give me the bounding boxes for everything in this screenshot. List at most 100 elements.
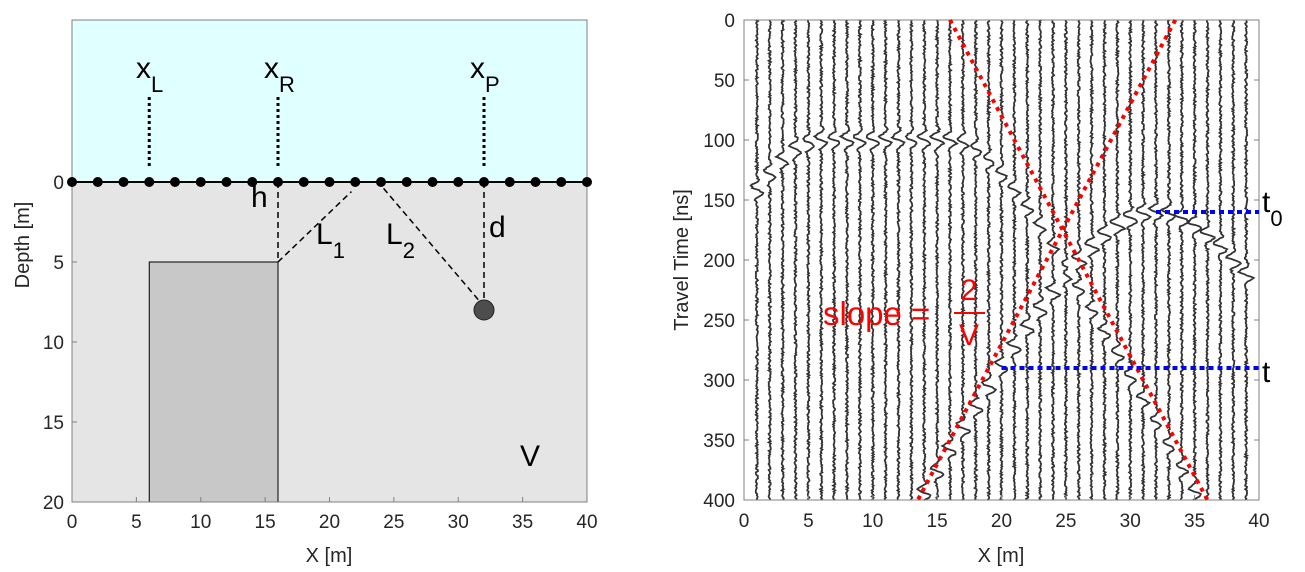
L1-dashed-line [277, 191, 352, 263]
x-tick-label: 5 [131, 512, 142, 533]
red-asymptote-line [948, 19, 1210, 501]
radargram-panel: 0 5 10 15 20 25 30 35 40050100150200250300350400… [671, 11, 1283, 567]
x-tick-label: 20 [319, 512, 340, 533]
x-tick-label: 40 [1248, 511, 1269, 532]
slope-numerator: 2 [961, 274, 978, 307]
antenna-dot [273, 177, 283, 187]
left-axis-ticks: 0 5 10 15 20 25 30 35 40 0 5 10 15 20 [43, 173, 598, 533]
antenna-dot [453, 177, 464, 187]
overlay-lines [916, 19, 1259, 501]
left-axes-box [71, 19, 588, 503]
right-y-axis-label: Travel Time [ns] [671, 189, 693, 331]
label-L1: L1 [316, 218, 345, 263]
wiggle-trace [1031, 19, 1048, 501]
wiggle-trace [1236, 19, 1256, 501]
wiggle-trace [968, 19, 984, 501]
y-tick-label: 15 [43, 413, 64, 434]
wiggle-trace [928, 19, 946, 501]
y-tick-label: 0 [724, 11, 735, 32]
y-tick-label: 50 [714, 71, 735, 92]
label-V: V [520, 440, 540, 473]
wiggle-trace [1060, 19, 1074, 501]
x-tick-label: 35 [1184, 511, 1205, 532]
antenna-dot [324, 177, 335, 187]
wiggle-trace [1083, 19, 1100, 501]
right-x-axis-label: X [m] [978, 545, 1025, 567]
x-tick-label: 15 [927, 511, 948, 532]
wiggle-trace [1160, 19, 1176, 501]
antenna-dot [427, 177, 438, 187]
y-tick-label: 200 [703, 251, 735, 272]
wiggle-trace [993, 19, 1009, 501]
wiggle-trace [1005, 19, 1023, 501]
label-L2: L2 [386, 218, 415, 263]
label-xL: xL [136, 52, 163, 97]
antenna-markers [67, 177, 592, 187]
wiggle-trace [1043, 19, 1062, 501]
wiggle-trace [865, 19, 880, 501]
label-h: h [251, 181, 268, 214]
antenna-dot [401, 177, 412, 187]
antenna-dot [195, 177, 206, 187]
antenna-dot [118, 177, 129, 187]
x-tick-label: 0 [67, 512, 78, 533]
y-tick-label: 400 [703, 491, 735, 512]
y-tick-label: 0 [53, 173, 64, 194]
wiggle-trace [1147, 19, 1165, 501]
wiggle-trace [890, 19, 906, 501]
x-tick-label: 30 [448, 512, 469, 533]
buried-block [148, 261, 279, 503]
geometry-lines [147, 97, 486, 301]
y-tick-label: 150 [703, 191, 735, 212]
x-tick-label: 20 [991, 511, 1012, 532]
slope-denominator: V [959, 319, 979, 352]
antenna-dot [67, 177, 77, 187]
wiggle-trace [1224, 19, 1243, 501]
label-t0: t0 [1262, 186, 1283, 231]
label-d: d [489, 211, 506, 244]
right-axes-box [743, 19, 1260, 501]
x-tick-label: 25 [1055, 511, 1076, 532]
y-tick-label: 10 [43, 333, 64, 354]
left-y-axis-label: Depth [m] [12, 202, 34, 289]
wiggle-trace [787, 19, 803, 501]
wiggle-trace [1018, 19, 1035, 501]
model-panel: 0 5 10 15 20 25 30 35 40 0 5 10 15 20 xL xR xP h L1 L… [12, 19, 598, 567]
wiggle-trace [915, 19, 932, 501]
label-xR: xR [264, 52, 295, 97]
wiggle-trace [852, 19, 867, 501]
slope-annotation: slope = [823, 295, 930, 332]
x-tick-label: 10 [862, 511, 883, 532]
x-tick-label: 30 [1120, 511, 1141, 532]
antenna-dot [350, 177, 361, 187]
antenna-dot [170, 177, 180, 187]
wiggle-traces [749, 19, 1256, 501]
wiggle-trace [980, 19, 998, 501]
wiggle-trace [773, 19, 790, 501]
x-tick-label: 10 [190, 512, 211, 533]
label-t: t [1262, 356, 1271, 389]
x-tick-label: 40 [576, 512, 597, 533]
red-asymptote-line [916, 19, 1178, 501]
label-xP: xP [470, 52, 500, 97]
wiggle-trace [749, 19, 765, 501]
antenna-dot [504, 177, 515, 187]
wiggle-trace [827, 19, 841, 501]
y-tick-label: 300 [703, 371, 735, 392]
x-tick-label: 35 [512, 512, 533, 533]
antenna-dot [221, 177, 232, 187]
point-target [473, 299, 495, 321]
x-tick-label: 25 [383, 512, 404, 533]
wiggle-trace [1199, 19, 1216, 501]
y-tick-label: 20 [43, 493, 64, 514]
y-tick-label: 250 [703, 311, 735, 332]
y-tick-label: 350 [703, 431, 735, 452]
wiggle-trace [1135, 19, 1153, 501]
wiggle-trace [1212, 19, 1229, 501]
wiggle-trace [877, 19, 894, 501]
wiggle-trace [955, 19, 972, 501]
antenna-dot [144, 177, 155, 187]
antenna-dot [479, 177, 489, 187]
